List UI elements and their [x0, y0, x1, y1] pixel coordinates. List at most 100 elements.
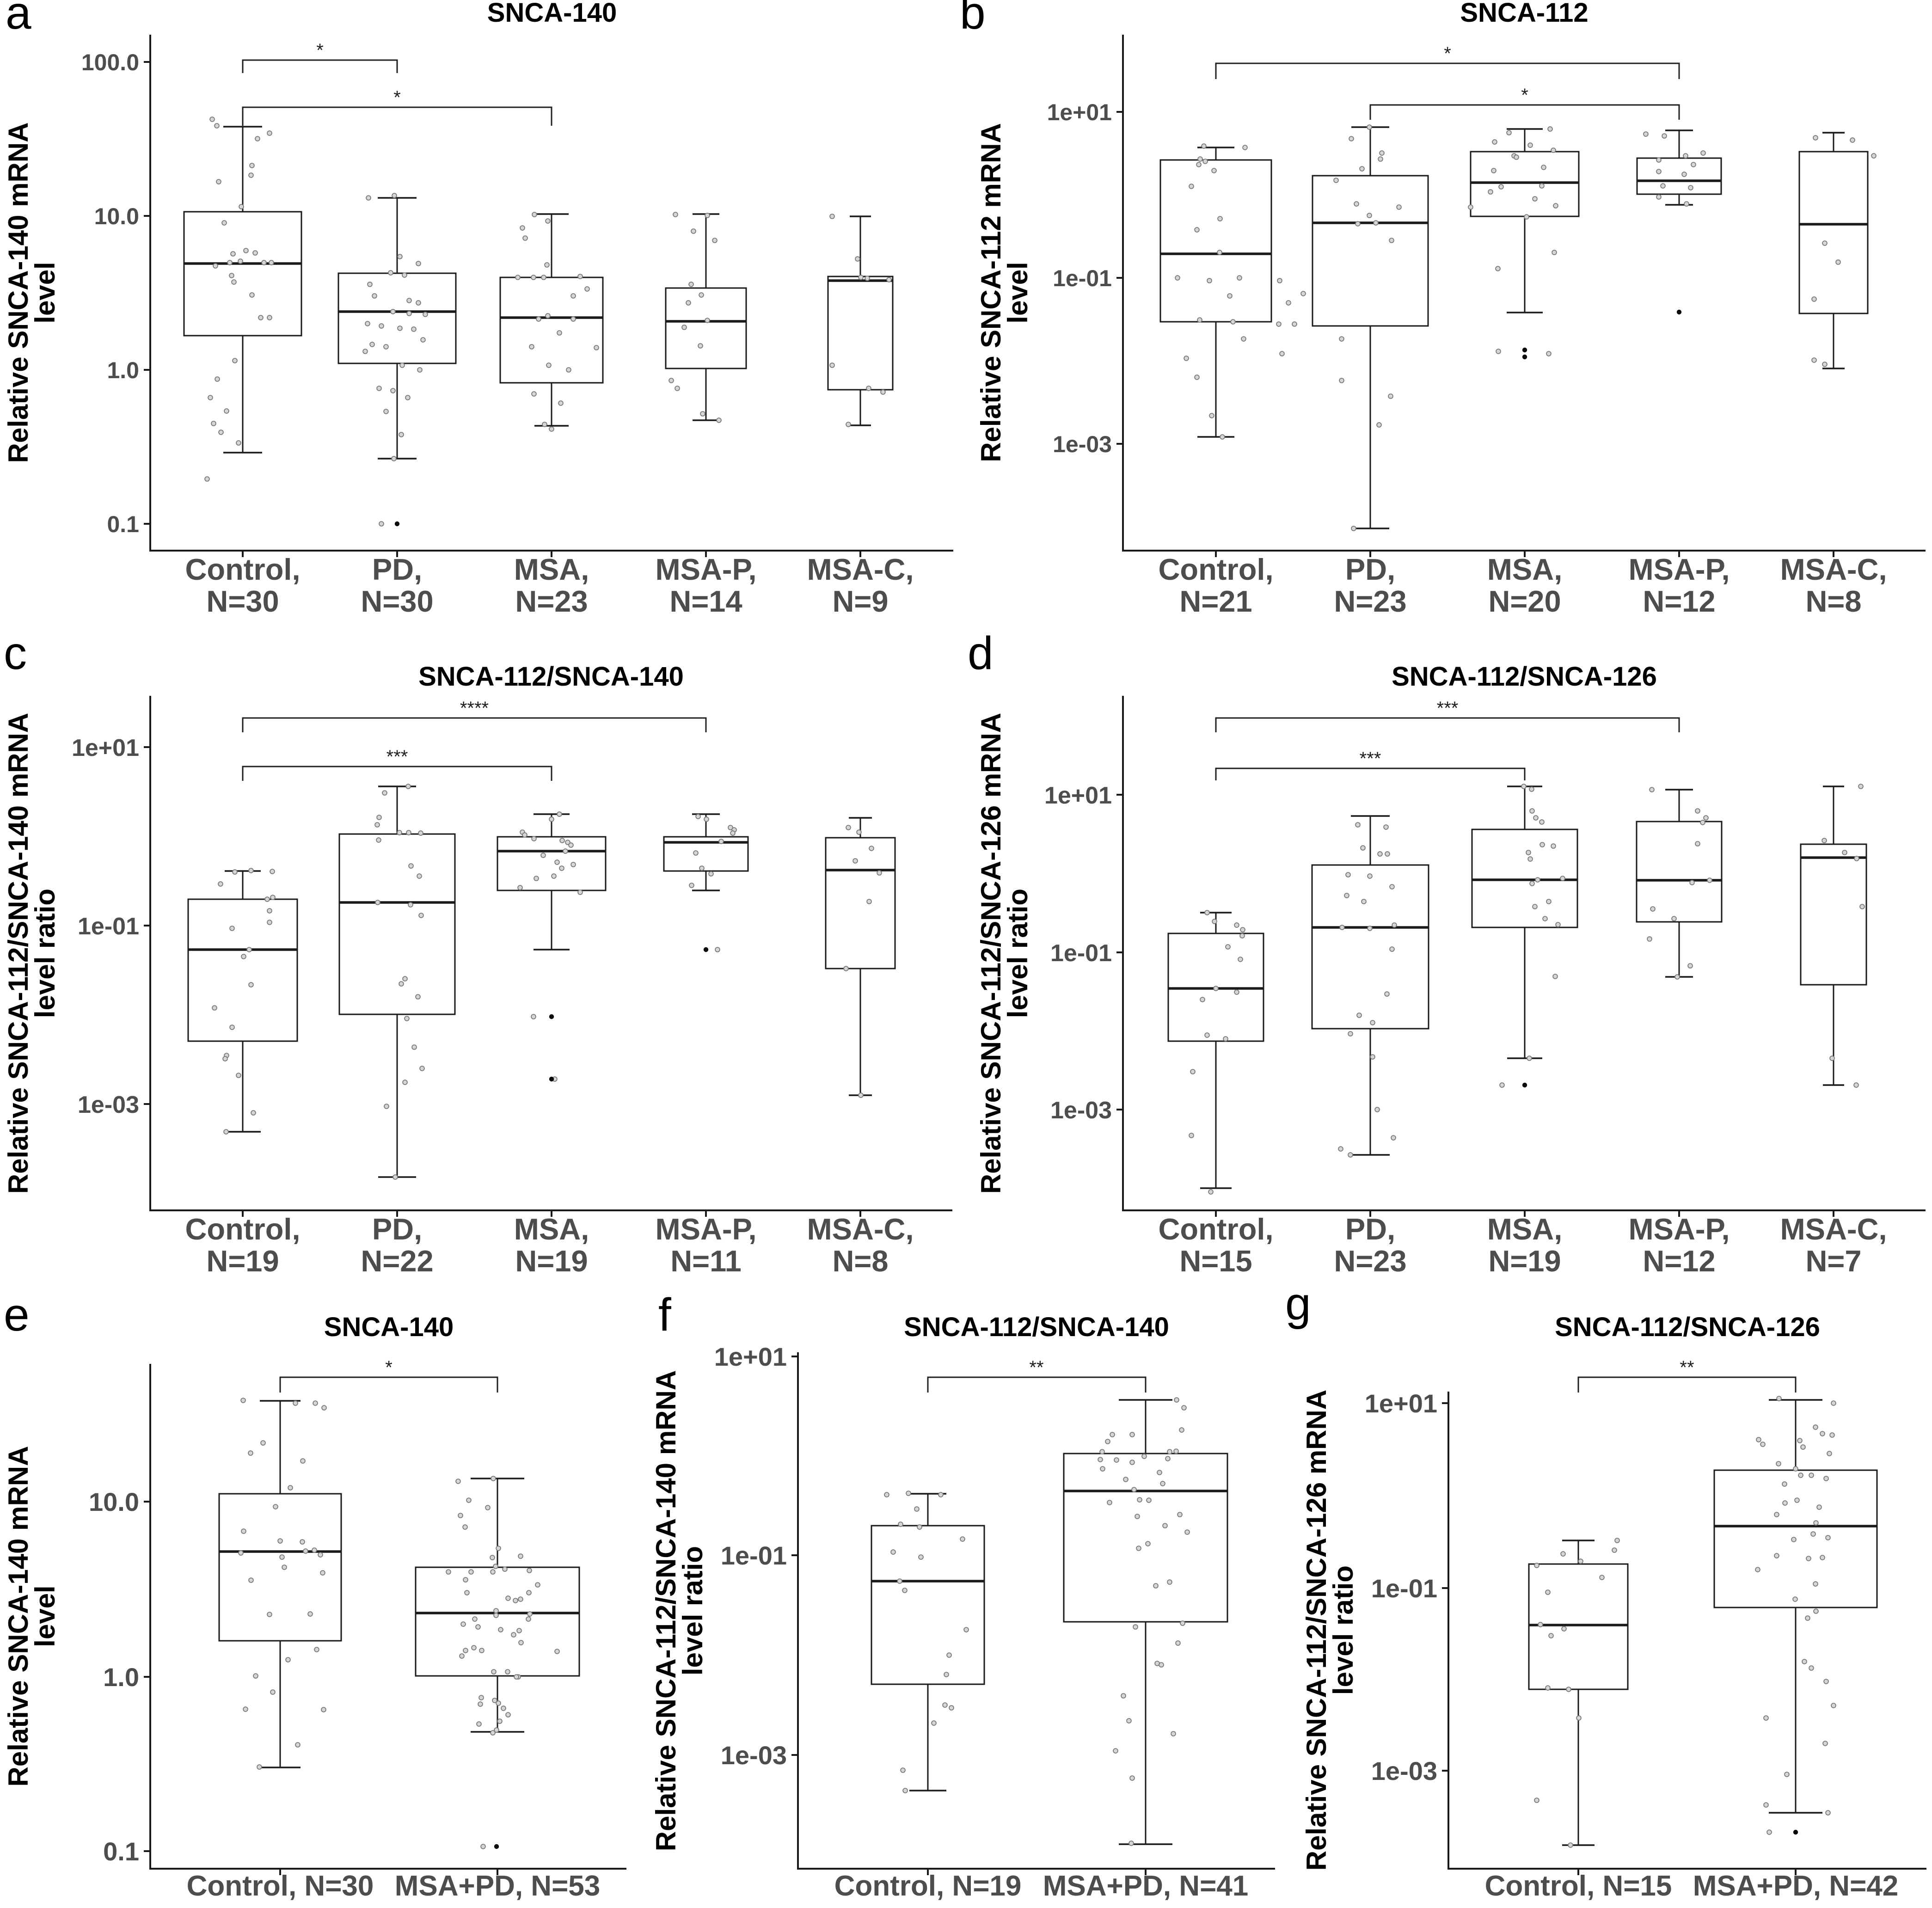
svg-text:1e-03: 1e-03	[1053, 431, 1112, 457]
svg-text:MSA+PD, N=42: MSA+PD, N=42	[1693, 1870, 1899, 1902]
svg-text:*: *	[1444, 43, 1451, 64]
svg-text:N=21: N=21	[1179, 584, 1252, 618]
svg-text:e: e	[4, 1289, 30, 1341]
svg-text:SNCA-140: SNCA-140	[487, 0, 617, 28]
svg-text:1e-03: 1e-03	[721, 1741, 787, 1770]
svg-text:MSA-P,: MSA-P,	[1628, 552, 1730, 586]
svg-text:b: b	[960, 0, 986, 39]
svg-text:level ratio: level ratio	[1002, 889, 1033, 1018]
svg-text:N=30: N=30	[361, 584, 433, 618]
svg-text:0.1: 0.1	[107, 511, 139, 537]
svg-text:Control,: Control,	[1158, 552, 1273, 586]
svg-text:Relative SNCA-140 mRNA: Relative SNCA-140 mRNA	[3, 1446, 34, 1787]
svg-text:Control, N=15: Control, N=15	[1485, 1870, 1672, 1902]
svg-text:*: *	[385, 1357, 393, 1378]
svg-text:1e-01: 1e-01	[1053, 265, 1112, 291]
svg-text:MSA+PD, N=41: MSA+PD, N=41	[1043, 1870, 1249, 1902]
svg-text:N=19: N=19	[515, 1244, 588, 1278]
svg-text:**: **	[1029, 1357, 1043, 1378]
svg-text:*: *	[393, 87, 401, 108]
svg-text:1.0: 1.0	[103, 1663, 139, 1692]
svg-text:MSA+PD, N=53: MSA+PD, N=53	[395, 1870, 601, 1902]
svg-text:1e-03: 1e-03	[1050, 1097, 1112, 1124]
svg-text:1e+01: 1e+01	[72, 735, 139, 761]
svg-text:PD,: PD,	[372, 1212, 422, 1246]
svg-text:MSA,: MSA,	[1487, 552, 1563, 586]
svg-text:SNCA-112/SNCA-140: SNCA-112/SNCA-140	[418, 662, 684, 692]
svg-text:Relative SNCA-112/SNCA-140 mRN: Relative SNCA-112/SNCA-140 mRNA	[650, 1370, 681, 1851]
svg-text:***: ***	[386, 747, 408, 767]
svg-text:N=23: N=23	[1334, 584, 1406, 618]
svg-text:level ratio: level ratio	[677, 1546, 708, 1675]
svg-text:N=12: N=12	[1643, 1244, 1715, 1278]
svg-text:MSA-P,: MSA-P,	[655, 552, 756, 586]
svg-text:1e-01: 1e-01	[78, 913, 139, 940]
svg-text:****: ****	[460, 698, 489, 718]
svg-text:d: d	[968, 627, 994, 679]
svg-text:Relative SNCA-140 mRNA: Relative SNCA-140 mRNA	[3, 123, 34, 463]
svg-text:N=23: N=23	[1334, 1244, 1406, 1278]
svg-text:1e-01: 1e-01	[721, 1541, 787, 1570]
svg-text:N=22: N=22	[361, 1244, 433, 1278]
svg-text:N=8: N=8	[832, 1244, 888, 1278]
svg-text:Control,: Control,	[1158, 1212, 1273, 1246]
svg-text:Control,: Control,	[185, 1212, 300, 1246]
svg-text:SNCA-112/SNCA-140: SNCA-112/SNCA-140	[904, 1312, 1169, 1342]
svg-text:SNCA-112/SNCA-126: SNCA-112/SNCA-126	[1392, 662, 1657, 692]
svg-text:level ratio: level ratio	[1328, 1565, 1359, 1695]
svg-text:level ratio: level ratio	[30, 889, 61, 1018]
svg-text:MSA,: MSA,	[514, 1212, 589, 1246]
svg-text:g: g	[1285, 1278, 1311, 1330]
svg-text:MSA-C,: MSA-C,	[1780, 552, 1887, 586]
svg-text:N=23: N=23	[515, 584, 588, 618]
svg-text:level: level	[30, 1585, 61, 1647]
svg-text:N=12: N=12	[1643, 584, 1715, 618]
svg-text:1e-03: 1e-03	[1371, 1756, 1437, 1785]
svg-text:1e-03: 1e-03	[78, 1092, 139, 1118]
svg-text:SNCA-112: SNCA-112	[1460, 0, 1588, 28]
svg-text:1.0: 1.0	[107, 357, 139, 383]
svg-text:10.0: 10.0	[94, 203, 139, 229]
svg-text:MSA-C,: MSA-C,	[807, 1212, 914, 1246]
svg-text:**: **	[1680, 1357, 1694, 1378]
svg-text:Control, N=19: Control, N=19	[834, 1870, 1022, 1902]
svg-text:Control, N=30: Control, N=30	[187, 1870, 374, 1902]
svg-text:1e+01: 1e+01	[714, 1342, 787, 1371]
svg-text:N=20: N=20	[1488, 584, 1561, 618]
svg-text:Relative SNCA-112 mRNA: Relative SNCA-112 mRNA	[975, 123, 1006, 462]
svg-text:N=19: N=19	[1488, 1244, 1561, 1278]
svg-text:1e+01: 1e+01	[1365, 1389, 1437, 1418]
svg-text:***: ***	[1360, 748, 1381, 769]
svg-text:level: level	[30, 262, 61, 323]
svg-text:PD,: PD,	[1345, 1212, 1395, 1246]
svg-text:N=15: N=15	[1179, 1244, 1252, 1278]
svg-text:10.0: 10.0	[89, 1487, 139, 1516]
svg-text:SNCA-140: SNCA-140	[324, 1312, 454, 1342]
svg-text:***: ***	[1437, 698, 1459, 718]
svg-text:MSA-P,: MSA-P,	[1628, 1212, 1730, 1246]
svg-text:level: level	[1002, 262, 1033, 323]
svg-text:PD,: PD,	[1345, 552, 1395, 586]
svg-text:Relative SNCA-112/SNCA-126 mRN: Relative SNCA-112/SNCA-126 mRNA	[975, 713, 1006, 1194]
svg-text:*: *	[1521, 85, 1528, 105]
svg-text:N=19: N=19	[206, 1244, 279, 1278]
svg-text:N=11: N=11	[670, 1244, 742, 1278]
svg-text:N=14: N=14	[669, 584, 742, 618]
svg-text:MSA-C,: MSA-C,	[807, 552, 914, 586]
svg-text:N=8: N=8	[1805, 584, 1861, 618]
svg-text:MSA,: MSA,	[514, 552, 589, 586]
svg-text:PD,: PD,	[372, 552, 422, 586]
svg-text:N=9: N=9	[832, 584, 888, 618]
svg-text:N=30: N=30	[206, 584, 279, 618]
svg-text:1e-01: 1e-01	[1371, 1574, 1437, 1603]
svg-text:a: a	[6, 0, 31, 39]
svg-text:1e+01: 1e+01	[1044, 782, 1112, 809]
svg-text:Relative SNCA-112/SNCA-126 mRN: Relative SNCA-112/SNCA-126 mRNA	[1301, 1390, 1332, 1871]
svg-text:Relative SNCA-112/SNCA-140 mRN: Relative SNCA-112/SNCA-140 mRNA	[3, 713, 34, 1194]
svg-text:N=7: N=7	[1805, 1244, 1861, 1278]
svg-text:1e-01: 1e-01	[1050, 940, 1112, 967]
svg-text:Control,: Control,	[185, 552, 300, 586]
svg-text:1e+01: 1e+01	[1047, 99, 1112, 125]
svg-text:100.0: 100.0	[81, 49, 139, 75]
svg-text:SNCA-112/SNCA-126: SNCA-112/SNCA-126	[1555, 1312, 1820, 1342]
